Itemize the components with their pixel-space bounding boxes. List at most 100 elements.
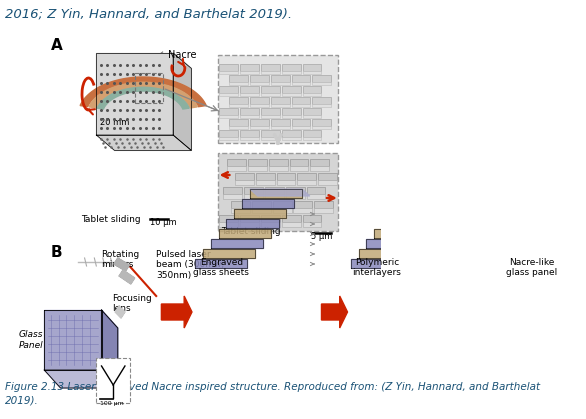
Polygon shape <box>97 87 189 109</box>
Bar <box>302 64 322 71</box>
Polygon shape <box>406 189 458 198</box>
Bar <box>229 75 248 82</box>
Bar <box>240 86 259 93</box>
Bar <box>282 115 301 118</box>
Bar <box>277 180 295 185</box>
Bar <box>229 104 248 107</box>
Polygon shape <box>80 77 206 107</box>
Bar <box>261 215 280 222</box>
Polygon shape <box>382 219 434 228</box>
Bar <box>282 215 301 222</box>
Bar <box>229 97 248 104</box>
Bar <box>231 201 250 208</box>
Polygon shape <box>101 310 118 388</box>
Bar <box>282 93 301 96</box>
Bar <box>219 108 238 115</box>
Bar <box>298 180 316 185</box>
Bar <box>314 208 333 213</box>
Bar <box>255 173 275 180</box>
Text: Polymeric
interlayers: Polymeric interlayers <box>352 258 401 277</box>
Bar <box>240 215 259 222</box>
Text: Pulsed laser
beam (300mw,
350nm): Pulsed laser beam (300mw, 350nm) <box>156 250 224 280</box>
Text: Engraved
glass sheets: Engraved glass sheets <box>193 258 249 277</box>
Bar <box>219 64 238 71</box>
Bar <box>294 208 312 213</box>
Bar <box>252 208 271 213</box>
Text: Rotating
mirrors: Rotating mirrors <box>101 250 139 269</box>
Bar <box>235 180 254 185</box>
Bar <box>269 166 288 171</box>
Bar <box>250 97 269 104</box>
Bar <box>282 71 301 74</box>
Bar <box>282 108 301 115</box>
Bar <box>306 187 325 194</box>
Polygon shape <box>505 290 546 340</box>
Polygon shape <box>211 239 263 248</box>
Bar <box>292 126 311 129</box>
Bar <box>311 166 329 171</box>
Bar <box>227 166 246 171</box>
Bar <box>302 222 322 227</box>
Bar <box>289 166 308 171</box>
Bar <box>312 119 331 126</box>
Bar <box>96 358 130 403</box>
Text: 2016; Z Yin, Hannard, and Barthelat 2019).: 2016; Z Yin, Hannard, and Barthelat 2019… <box>5 8 292 21</box>
Bar <box>282 222 301 227</box>
Text: Focusing
lens: Focusing lens <box>112 294 152 313</box>
Bar <box>282 137 301 140</box>
Bar <box>302 108 322 115</box>
Bar <box>261 137 280 140</box>
Bar <box>294 201 312 208</box>
Bar <box>312 82 331 85</box>
Bar <box>312 97 331 104</box>
Text: 5 μm: 5 μm <box>311 232 332 241</box>
Bar <box>282 86 301 93</box>
Bar <box>240 71 259 74</box>
Text: Figure 2.13 Laser engraved Nacre inspired structure. Reproduced from: (Z Yin, Ha: Figure 2.13 Laser engraved Nacre inspire… <box>5 382 540 392</box>
Polygon shape <box>115 306 125 318</box>
Polygon shape <box>366 239 418 248</box>
Text: A: A <box>51 38 63 53</box>
Polygon shape <box>374 229 426 238</box>
Polygon shape <box>96 135 191 150</box>
Polygon shape <box>173 53 191 150</box>
Bar <box>219 222 238 227</box>
Polygon shape <box>546 290 558 354</box>
Polygon shape <box>477 296 502 328</box>
Bar <box>248 159 267 166</box>
Bar <box>261 222 280 227</box>
Bar <box>250 126 269 129</box>
Bar <box>240 130 259 137</box>
Polygon shape <box>89 82 197 108</box>
Bar <box>240 137 259 140</box>
Bar <box>219 71 238 74</box>
Bar <box>250 75 269 82</box>
Text: 20 mm: 20 mm <box>100 118 129 127</box>
Bar <box>286 194 305 199</box>
Bar <box>292 97 311 104</box>
Bar <box>312 75 331 82</box>
Bar <box>302 71 322 74</box>
Bar <box>227 159 246 166</box>
Bar <box>219 86 238 93</box>
Bar <box>271 104 289 107</box>
Polygon shape <box>203 249 255 258</box>
Polygon shape <box>119 270 135 284</box>
Text: B: B <box>51 245 62 260</box>
Bar <box>272 208 292 213</box>
Bar <box>318 180 337 185</box>
Polygon shape <box>250 189 310 196</box>
Bar <box>250 82 269 85</box>
Polygon shape <box>226 219 278 228</box>
Bar <box>240 222 259 227</box>
Polygon shape <box>505 340 558 354</box>
Bar <box>292 82 311 85</box>
Bar <box>261 64 280 71</box>
Bar <box>302 130 322 137</box>
Bar <box>261 71 280 74</box>
Polygon shape <box>195 259 247 268</box>
Bar <box>250 119 269 126</box>
Bar <box>302 93 322 96</box>
Bar <box>229 126 248 129</box>
Bar <box>261 86 280 93</box>
